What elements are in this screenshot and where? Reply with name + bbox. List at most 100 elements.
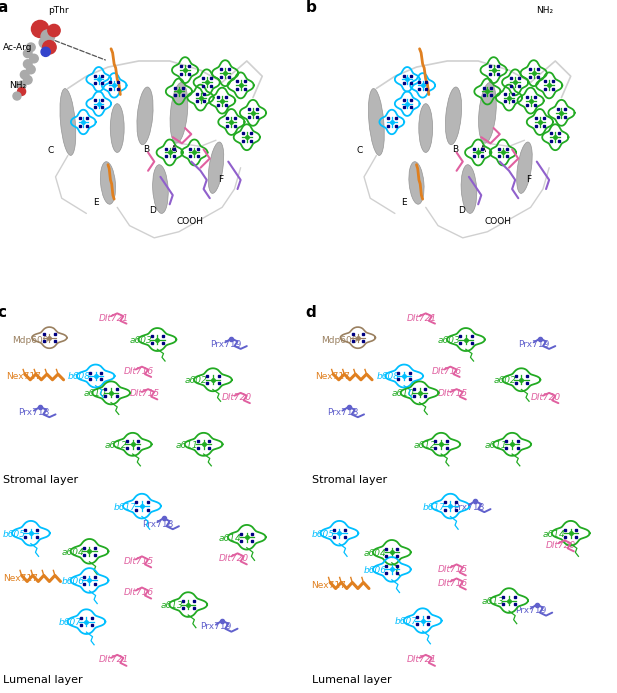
Text: a611: a611 bbox=[176, 441, 199, 450]
Text: D: D bbox=[458, 206, 465, 215]
Circle shape bbox=[30, 54, 38, 63]
Circle shape bbox=[23, 49, 32, 58]
Text: Mdp609: Mdp609 bbox=[321, 336, 357, 345]
Text: C: C bbox=[356, 146, 363, 155]
Text: Dlt721: Dlt721 bbox=[99, 313, 129, 322]
Text: NH₂: NH₂ bbox=[9, 81, 27, 90]
Ellipse shape bbox=[368, 89, 384, 155]
Text: b: b bbox=[305, 0, 317, 15]
Text: a611: a611 bbox=[484, 441, 507, 450]
Text: pThr: pThr bbox=[48, 6, 68, 15]
Text: E: E bbox=[401, 198, 407, 207]
Ellipse shape bbox=[419, 104, 433, 152]
Ellipse shape bbox=[409, 161, 424, 204]
Circle shape bbox=[41, 30, 54, 43]
Ellipse shape bbox=[170, 82, 188, 143]
Ellipse shape bbox=[101, 161, 115, 204]
Text: F: F bbox=[218, 175, 223, 184]
Text: Dlt720: Dlt720 bbox=[222, 393, 252, 402]
Text: a603: a603 bbox=[130, 336, 152, 345]
Text: a612: a612 bbox=[105, 441, 128, 450]
Text: a602: a602 bbox=[494, 376, 516, 385]
Text: B: B bbox=[452, 145, 458, 154]
Text: Dlt720: Dlt720 bbox=[546, 541, 576, 550]
Text: Lumenal layer: Lumenal layer bbox=[312, 675, 391, 685]
Ellipse shape bbox=[208, 142, 224, 193]
Text: a614: a614 bbox=[219, 534, 242, 543]
Text: a612: a612 bbox=[413, 441, 436, 450]
Text: E: E bbox=[93, 198, 99, 207]
Text: Prx719: Prx719 bbox=[518, 340, 550, 349]
Text: Prx719: Prx719 bbox=[201, 622, 232, 631]
Text: B: B bbox=[144, 145, 149, 154]
Text: Prx718: Prx718 bbox=[19, 408, 50, 417]
Text: Dlt721: Dlt721 bbox=[99, 656, 129, 665]
Text: d: d bbox=[305, 305, 316, 320]
Text: Dlt716: Dlt716 bbox=[123, 367, 154, 376]
Ellipse shape bbox=[60, 89, 76, 155]
Text: a613: a613 bbox=[481, 597, 504, 606]
Text: a610: a610 bbox=[83, 389, 106, 398]
Text: a602: a602 bbox=[185, 376, 208, 385]
Circle shape bbox=[48, 24, 60, 37]
Text: b605: b605 bbox=[3, 529, 26, 538]
Text: Dlt721: Dlt721 bbox=[407, 313, 437, 322]
Text: b617: b617 bbox=[114, 502, 137, 511]
Text: Dlt715: Dlt715 bbox=[438, 565, 468, 574]
Text: a610: a610 bbox=[392, 389, 415, 398]
Circle shape bbox=[20, 71, 29, 79]
Text: Dlt720: Dlt720 bbox=[531, 393, 561, 402]
Text: a613: a613 bbox=[160, 601, 183, 610]
Text: Stromal layer: Stromal layer bbox=[312, 475, 387, 484]
Text: Prx719: Prx719 bbox=[210, 340, 241, 349]
Text: Nex717: Nex717 bbox=[6, 372, 41, 381]
Text: Dlt716: Dlt716 bbox=[123, 588, 154, 597]
Text: a604: a604 bbox=[62, 548, 85, 556]
Text: a604: a604 bbox=[364, 549, 387, 558]
Circle shape bbox=[17, 87, 26, 96]
Text: Nex717: Nex717 bbox=[315, 372, 350, 381]
Ellipse shape bbox=[479, 82, 496, 143]
Text: Dlt715: Dlt715 bbox=[130, 389, 160, 398]
Ellipse shape bbox=[110, 104, 124, 152]
Ellipse shape bbox=[137, 87, 153, 145]
Text: Dlt715: Dlt715 bbox=[438, 389, 468, 398]
Text: c: c bbox=[0, 305, 6, 320]
Text: b605: b605 bbox=[312, 529, 334, 538]
Text: Dlt721: Dlt721 bbox=[407, 656, 437, 665]
Text: Prx719: Prx719 bbox=[515, 606, 547, 615]
Text: b606: b606 bbox=[62, 577, 85, 586]
Text: Dlt715: Dlt715 bbox=[123, 557, 154, 566]
Text: F: F bbox=[526, 175, 532, 184]
Text: Lumenal layer: Lumenal layer bbox=[3, 675, 83, 685]
Circle shape bbox=[27, 65, 35, 73]
Circle shape bbox=[13, 92, 21, 100]
Text: b606: b606 bbox=[364, 566, 387, 575]
Text: NH₂: NH₂ bbox=[536, 6, 553, 15]
Ellipse shape bbox=[152, 165, 168, 213]
Text: Dlt716: Dlt716 bbox=[438, 579, 468, 588]
Circle shape bbox=[17, 81, 26, 89]
Text: A: A bbox=[480, 145, 486, 154]
Text: b607: b607 bbox=[59, 618, 81, 627]
Text: Ac-Arg: Ac-Arg bbox=[3, 43, 33, 52]
Text: a614: a614 bbox=[543, 529, 566, 538]
Text: D: D bbox=[149, 206, 156, 215]
Text: b608: b608 bbox=[68, 372, 91, 381]
Text: Stromal layer: Stromal layer bbox=[3, 475, 78, 484]
Ellipse shape bbox=[461, 165, 477, 213]
Circle shape bbox=[43, 41, 56, 54]
Circle shape bbox=[39, 37, 50, 49]
Circle shape bbox=[23, 76, 32, 84]
Text: C: C bbox=[48, 146, 54, 155]
Text: COOH: COOH bbox=[485, 217, 511, 225]
Text: A: A bbox=[172, 145, 177, 154]
Text: a603: a603 bbox=[438, 336, 461, 345]
Text: b617: b617 bbox=[423, 502, 445, 511]
Text: Dlt720: Dlt720 bbox=[219, 554, 249, 563]
Text: Dlt716: Dlt716 bbox=[432, 367, 462, 376]
Text: Prx718: Prx718 bbox=[327, 408, 358, 417]
Text: Mdp609: Mdp609 bbox=[12, 336, 49, 345]
Circle shape bbox=[31, 20, 49, 37]
Text: Prx718: Prx718 bbox=[453, 502, 485, 511]
